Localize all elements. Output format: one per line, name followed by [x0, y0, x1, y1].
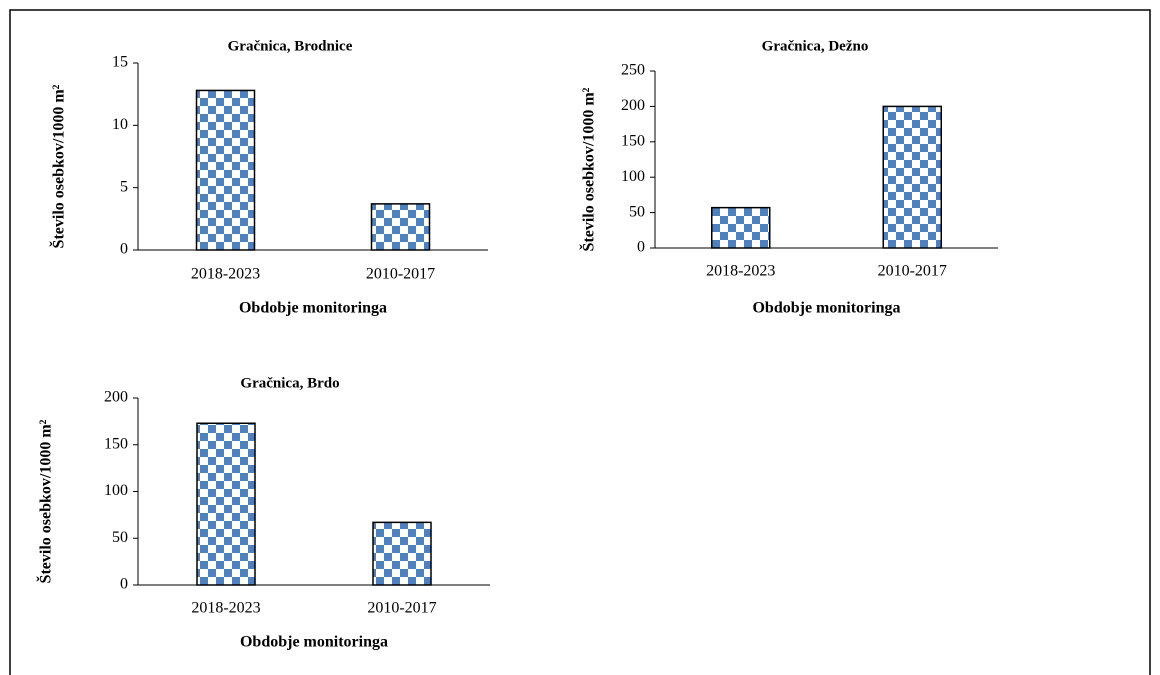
x-axis-label: Obdobje monitoringa — [240, 634, 388, 651]
y-axis-label: Število osebkov/1000 m² — [579, 87, 598, 251]
y-tick-label: 150 — [104, 435, 128, 452]
bar — [196, 422, 256, 586]
chart-title: Gračnica, Brdo — [240, 375, 339, 391]
bar — [372, 521, 432, 586]
y-tick-label: 15 — [112, 54, 128, 71]
frame — [9, 9, 1151, 675]
x-tick-label: 2010-2017 — [878, 263, 947, 280]
chart-title: Gračnica, Brodnice — [228, 38, 353, 54]
y-tick-label: 50 — [112, 529, 128, 546]
chart-title: Gračnica, Dežno — [762, 38, 869, 54]
y-tick-label: 0 — [120, 241, 128, 258]
y-axis-label: Število osebkov/1000 m² — [49, 84, 68, 248]
x-tick-label: 2010-2017 — [366, 266, 435, 283]
bar — [882, 105, 942, 249]
y-tick-label: 200 — [621, 97, 645, 114]
x-axis-label: Obdobje monitoringa — [752, 300, 900, 317]
y-tick-label: 250 — [621, 62, 645, 79]
y-tick-label: 5 — [120, 178, 128, 195]
y-axis-label: Število osebkov/1000 m² — [36, 419, 55, 583]
bar — [195, 89, 256, 251]
x-tick-label: 2018-2023 — [191, 600, 260, 617]
x-tick-label: 2018-2023 — [191, 266, 260, 283]
x-tick-label: 2018-2023 — [706, 263, 775, 280]
y-tick-label: 150 — [621, 132, 645, 149]
x-tick-label: 2010-2017 — [367, 600, 436, 617]
y-tick-label: 200 — [104, 389, 128, 406]
x-axis-label: Obdobje monitoringa — [239, 300, 387, 317]
bar — [370, 203, 431, 251]
y-tick-label: 50 — [629, 203, 645, 220]
y-tick-label: 0 — [120, 576, 128, 593]
bar — [711, 206, 771, 249]
y-tick-label: 100 — [621, 168, 645, 185]
y-tick-label: 0 — [637, 239, 645, 256]
y-tick-label: 100 — [104, 482, 128, 499]
y-tick-label: 10 — [112, 116, 128, 133]
